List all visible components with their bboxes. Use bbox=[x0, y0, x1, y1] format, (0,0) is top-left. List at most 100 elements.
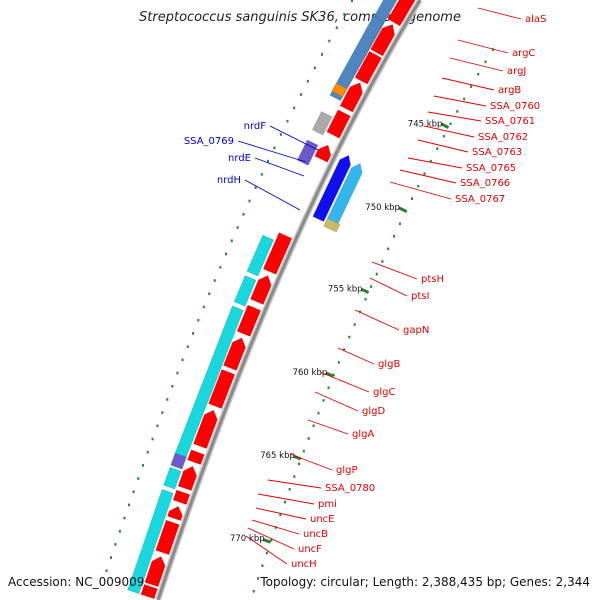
gene-ptsh: ptsH bbox=[371, 261, 444, 285]
gene-label: SSA_0761 bbox=[485, 116, 535, 127]
guide-dot bbox=[417, 184, 420, 188]
gene-ssa-0762: SSA_0762 bbox=[423, 125, 528, 143]
guide-dot bbox=[491, 48, 494, 51]
guide-dot bbox=[270, 538, 273, 542]
gene-ssa-0769: SSA_0769 bbox=[184, 136, 307, 163]
guide-dot bbox=[123, 516, 126, 520]
tick-label-765kbp: 765 kbp bbox=[260, 451, 295, 461]
cds-reverse bbox=[140, 583, 158, 600]
guide-dot bbox=[283, 500, 286, 504]
gene-glgc: glgC bbox=[319, 371, 395, 398]
guide-dot bbox=[265, 551, 268, 555]
gene-label: ptsH bbox=[421, 274, 444, 285]
guide-dot bbox=[279, 513, 282, 517]
guide-dot bbox=[114, 543, 117, 546]
gene-leader-line bbox=[289, 453, 333, 471]
cds-reverse bbox=[314, 144, 332, 163]
guide-dot bbox=[299, 93, 302, 96]
gene-ssa-0763: SSA_0763 bbox=[417, 139, 522, 158]
gene-leader-line bbox=[255, 507, 307, 520]
guide-dot bbox=[197, 318, 200, 322]
gene-glgb: glgB bbox=[337, 347, 400, 370]
gene-leader-line bbox=[369, 277, 408, 297]
tick-label-750kbp: 750 kbp bbox=[365, 203, 400, 213]
cds-forward-nrdF bbox=[312, 154, 351, 222]
tick-mark bbox=[398, 206, 407, 213]
gene-nrdf: nrdF bbox=[244, 121, 319, 151]
guide-dot bbox=[442, 134, 445, 138]
gene-uncf: uncF bbox=[247, 527, 322, 555]
gene-label: glgP bbox=[336, 465, 358, 476]
cds-reverse-track2 bbox=[311, 111, 333, 136]
guide-dot bbox=[381, 260, 384, 263]
tick-label-760kbp: 760 kbp bbox=[293, 368, 328, 378]
guide-dot bbox=[252, 589, 255, 593]
topology-text: Topology: circular; Length: 2,388,435 bp… bbox=[260, 575, 590, 589]
gene-label: argC bbox=[512, 48, 535, 59]
guide-dot bbox=[260, 173, 263, 176]
gene-leader-line bbox=[441, 77, 495, 91]
gene-label: ptsI bbox=[411, 291, 429, 302]
guide-dot bbox=[312, 424, 315, 428]
gene-leader-line bbox=[267, 479, 322, 489]
gene-leader-line bbox=[307, 419, 349, 435]
gene-leader-line bbox=[354, 309, 400, 331]
cds-reverse-track2 bbox=[332, 15, 385, 96]
gene-label: gapN bbox=[403, 325, 429, 336]
cds-reverse bbox=[167, 505, 183, 522]
guide-dot bbox=[307, 437, 310, 440]
guide-dot bbox=[463, 97, 466, 101]
backbone-shadow bbox=[155, 0, 423, 600]
cds-reverse bbox=[208, 369, 236, 409]
gene-label: pmi bbox=[318, 499, 337, 510]
guide-dot bbox=[151, 437, 154, 441]
guide-dot bbox=[257, 577, 260, 580]
guide-dot bbox=[176, 371, 179, 375]
guide-dot bbox=[351, 0, 354, 3]
guide-dot bbox=[387, 247, 390, 251]
gene-leader-line bbox=[314, 391, 359, 412]
gene-argc: argC bbox=[457, 39, 535, 59]
gene-unce: uncE bbox=[255, 507, 335, 525]
guide-dot bbox=[456, 110, 459, 113]
cds-reverse bbox=[177, 465, 198, 492]
guide-dot bbox=[127, 503, 130, 507]
gene-leader-line bbox=[254, 157, 305, 177]
gene-label: glgD bbox=[362, 406, 385, 417]
guide-dot bbox=[348, 335, 351, 339]
gene-leader-line bbox=[417, 139, 469, 153]
guide-dot bbox=[313, 66, 316, 70]
cds-reverse-track2 bbox=[233, 275, 257, 307]
guide-dot bbox=[321, 53, 324, 56]
gene-label: SSA_0765 bbox=[466, 163, 516, 174]
gene-glga: glgA bbox=[307, 419, 374, 440]
gene-ssa-0761: SSA_0761 bbox=[427, 111, 535, 127]
cds-reverse-track2 bbox=[246, 234, 275, 277]
gene-label: glgC bbox=[373, 387, 395, 398]
cds-reverse bbox=[172, 489, 191, 506]
guide-dot bbox=[302, 449, 305, 453]
guide-dot bbox=[477, 72, 480, 76]
guide-dot bbox=[436, 147, 439, 150]
guide-dot bbox=[254, 186, 257, 189]
tick-mark bbox=[360, 287, 370, 294]
tick-mark bbox=[440, 122, 450, 129]
guide-dot bbox=[288, 488, 291, 491]
guide-dot bbox=[141, 464, 144, 467]
gene-leader-line bbox=[423, 125, 475, 138]
guide-dot bbox=[156, 424, 159, 428]
guide-dot bbox=[337, 361, 340, 364]
guide-dot bbox=[327, 386, 330, 390]
gene-leader-line bbox=[371, 261, 418, 280]
guide-dot bbox=[161, 411, 164, 414]
guide-dot bbox=[364, 297, 367, 301]
gene-uncb: uncB bbox=[251, 519, 328, 540]
gene-leader-line bbox=[245, 535, 288, 565]
gene-leader-line bbox=[244, 179, 301, 211]
guide-dot bbox=[171, 384, 174, 388]
guide-dot bbox=[370, 285, 373, 288]
gene-argj: argJ bbox=[449, 57, 526, 77]
gene-label: SSA_0762 bbox=[478, 132, 528, 143]
guide-dot bbox=[118, 529, 121, 533]
